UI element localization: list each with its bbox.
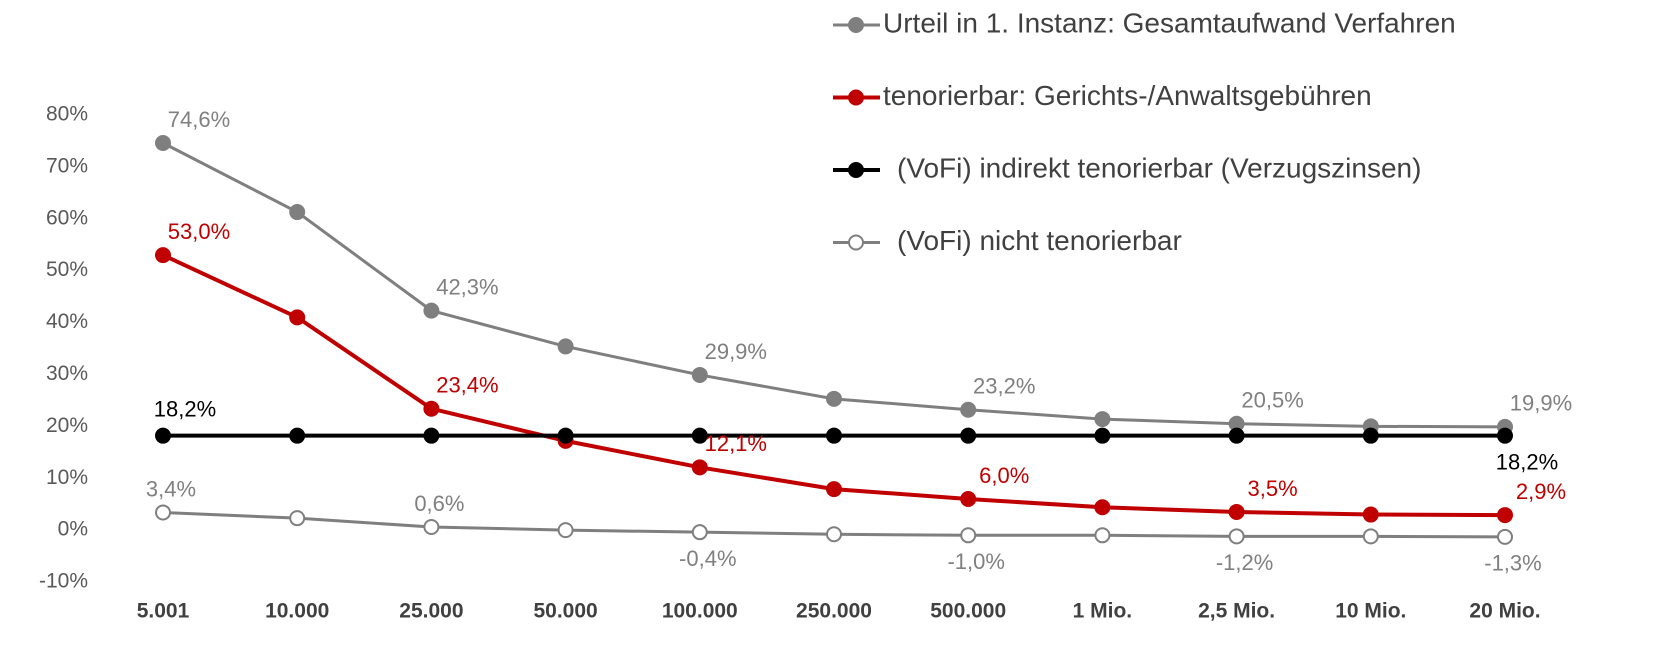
marker (1228, 528, 1245, 545)
marker (289, 204, 306, 221)
marker (155, 135, 171, 152)
marker (826, 390, 842, 407)
marker (1362, 528, 1379, 545)
x-tick-label: 50.000 (533, 600, 597, 623)
marker (960, 490, 977, 507)
marker (691, 427, 708, 444)
data-label: -1,2% (1216, 550, 1273, 575)
y-tick-label: 20% (46, 414, 88, 437)
y-tick-label: -10% (39, 570, 88, 593)
marker (1497, 528, 1513, 545)
x-tick-label: 500.000 (930, 600, 1006, 623)
x-tick-label: 2,5 Mio. (1198, 600, 1275, 623)
legend-label: tenorierbar: Gerichts-/Anwaltsgebühren (883, 80, 1372, 111)
x-tick-label: 20 Mio. (1469, 600, 1540, 623)
marker (826, 427, 842, 444)
y-tick-label: 10% (46, 466, 88, 489)
marker (1228, 503, 1245, 520)
marker (423, 518, 440, 535)
legend-marker (848, 234, 864, 251)
marker (1497, 427, 1513, 444)
marker (1362, 506, 1379, 523)
x-tick-label: 5.001 (137, 600, 190, 623)
data-label: 19,9% (1510, 391, 1572, 416)
marker (691, 366, 708, 383)
data-label: 29,9% (705, 339, 767, 364)
marker (289, 309, 306, 326)
legend-label: (VoFi) nicht tenorierbar (897, 225, 1182, 256)
y-tick-label: 80% (46, 103, 88, 126)
series-line (162, 141, 1506, 429)
marker (960, 427, 977, 444)
data-label: 3,4% (146, 476, 196, 501)
marker (557, 522, 574, 539)
marker (557, 338, 574, 355)
legend-label: (VoFi) indirekt tenorierbar (Verzugszins… (897, 152, 1421, 183)
data-label: 23,2% (973, 374, 1035, 399)
data-label: -0,4% (679, 546, 736, 571)
legend-marker (848, 89, 864, 106)
data-label: 2,9% (1516, 479, 1566, 504)
legend-marker (848, 162, 864, 178)
legend-label: Urteil in 1. Instanz: Gesamtaufwand Verf… (883, 7, 1456, 38)
marker (691, 524, 708, 541)
x-tick-label: 10 Mio. (1335, 600, 1406, 623)
marker (691, 459, 708, 476)
y-tick-label: 0% (58, 518, 88, 541)
marker (557, 427, 574, 444)
marker (1094, 499, 1111, 516)
x-tick-label: 1 Mio. (1073, 600, 1133, 623)
y-tick-label: 60% (46, 206, 88, 229)
marker (423, 427, 440, 444)
marker (289, 510, 306, 527)
y-tick-label: 30% (46, 362, 88, 385)
marker (423, 400, 440, 417)
x-tick-label: 100.000 (662, 600, 738, 623)
marker (423, 302, 440, 319)
y-tick-label: 70% (46, 154, 88, 177)
data-label: 42,3% (436, 274, 498, 299)
data-label: 12,1% (705, 431, 767, 456)
x-tick-label: 10.000 (265, 600, 329, 623)
series-line (162, 253, 1506, 518)
x-tick-label: 250.000 (796, 600, 872, 623)
x-tick-label: 25.000 (399, 600, 463, 623)
data-label: 3,5% (1248, 476, 1298, 501)
data-label: 53,0% (168, 219, 230, 244)
marker (1094, 411, 1111, 428)
data-label: 18,2% (154, 396, 216, 421)
marker (155, 504, 171, 521)
marker (1362, 427, 1379, 444)
marker (1228, 427, 1245, 444)
data-label: 23,4% (436, 373, 498, 398)
data-label: 20,5% (1241, 388, 1303, 413)
marker (960, 401, 977, 418)
marker (155, 427, 171, 444)
y-tick-label: 40% (46, 310, 88, 333)
marker (289, 427, 306, 444)
data-label: 6,0% (979, 463, 1029, 488)
data-label: -1,3% (1484, 551, 1541, 576)
marker (826, 481, 842, 498)
data-label: 18,2% (1496, 449, 1558, 474)
marker (155, 247, 171, 264)
y-tick-label: 50% (46, 258, 88, 281)
data-label: -1,0% (947, 549, 1004, 574)
marker (1497, 507, 1513, 524)
data-label: 0,6% (414, 491, 464, 516)
marker (826, 526, 842, 543)
legend-marker (848, 17, 864, 33)
marker (1094, 427, 1111, 444)
data-label: 74,6% (168, 107, 230, 132)
marker (960, 527, 977, 544)
marker (1094, 527, 1111, 544)
